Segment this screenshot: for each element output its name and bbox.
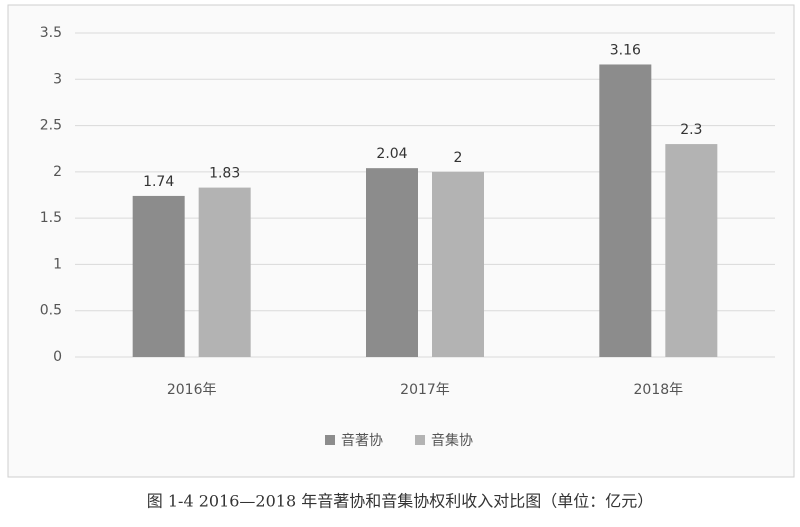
value-label: 3.16	[610, 42, 641, 58]
legend-swatch	[325, 435, 335, 445]
y-tick-label: 0.5	[40, 303, 62, 319]
y-tick-label: 1	[53, 256, 62, 272]
y-tick-label: 0	[53, 349, 62, 365]
legend-label: 音著协	[341, 432, 383, 449]
value-label: 1.83	[209, 166, 240, 182]
value-label: 2	[454, 150, 463, 166]
bar	[665, 144, 718, 357]
bar	[432, 171, 484, 357]
x-tick-label: 2016年	[167, 382, 217, 398]
bar	[366, 168, 418, 357]
x-tick-label: 2017年	[400, 382, 450, 398]
y-tick-label: 2	[53, 164, 62, 180]
x-tick-label: 2018年	[634, 382, 684, 398]
y-tick-label: 3	[53, 71, 62, 87]
value-label: 1.74	[143, 174, 174, 190]
bar	[599, 64, 652, 357]
y-tick-label: 2.5	[40, 118, 62, 134]
y-tick-label: 1.5	[40, 210, 62, 226]
value-label: 2.3	[680, 122, 702, 138]
legend-label: 音集协	[431, 432, 473, 449]
legend-swatch	[415, 435, 425, 445]
bar	[132, 195, 185, 357]
y-tick-label: 3.5	[40, 25, 62, 41]
chart-caption: 图 1-4 2016—2018 年音著协和音集协权利收入对比图（单位：亿元）	[147, 492, 653, 511]
bar	[198, 187, 251, 357]
value-label: 2.04	[376, 146, 407, 162]
